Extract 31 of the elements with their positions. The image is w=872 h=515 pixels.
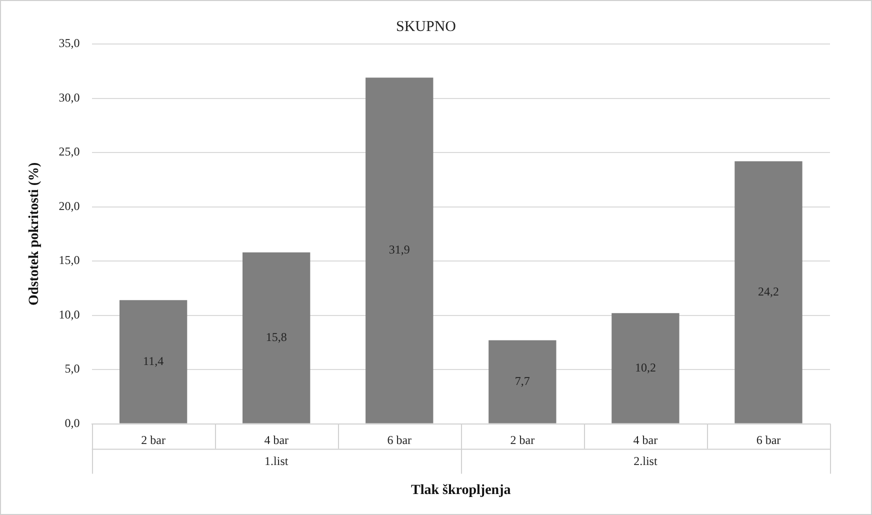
y-tick-label: 25,0: [58, 144, 80, 159]
bar: [612, 313, 680, 424]
text: 1.list: [264, 454, 289, 468]
bar: [488, 340, 556, 424]
data-label: 24,2: [758, 284, 779, 298]
bar: [242, 252, 310, 424]
bar: [119, 300, 188, 424]
x-axis-title: Tlak škropljenja: [411, 483, 511, 498]
bar: [734, 161, 802, 424]
x-tick-label: 4 bar: [633, 433, 658, 448]
y-tick-label: 0,0: [64, 416, 80, 430]
y-tick-label: 10,0: [58, 307, 80, 322]
y-tick-label: 5,0: [64, 362, 80, 376]
data-label: 15,8: [266, 330, 287, 344]
text: 2.list: [634, 454, 658, 468]
x-tick-label: 2 bar: [510, 433, 535, 448]
x-tick-label: 6 bar: [387, 433, 412, 448]
chart-title: SKUPNO: [396, 18, 456, 35]
y-tick-label: 15,0: [58, 253, 80, 268]
x-tick-label: 4 bar: [264, 433, 289, 448]
x-tick-label: 6 bar: [756, 433, 781, 448]
data-label: 11,4: [143, 354, 164, 368]
y-tick-label: 35,0: [58, 36, 80, 50]
y-axis-title: Odstotek pokritosti (%): [27, 162, 42, 306]
data-label: 7,7: [514, 374, 530, 388]
y-tick-label: 20,0: [58, 198, 80, 213]
x-tick-label: 2 bar: [141, 433, 166, 448]
data-label: 31,9: [388, 242, 410, 257]
data-label: 10,2: [634, 360, 656, 374]
y-tick-label: 30,0: [58, 90, 80, 104]
bar: [366, 78, 434, 424]
